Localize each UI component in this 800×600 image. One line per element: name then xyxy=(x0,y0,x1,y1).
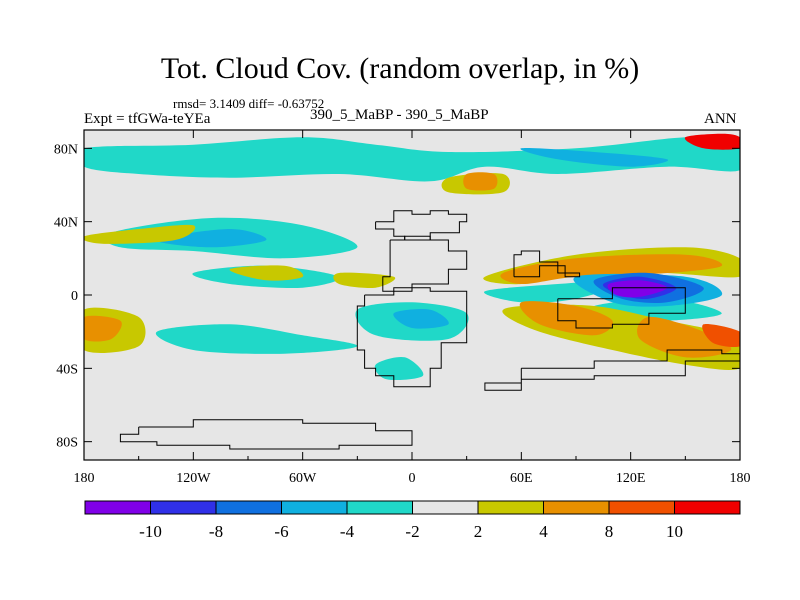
contour-region-12 xyxy=(229,265,304,281)
case-label: 390_5_MaBP - 390_5_MaBP xyxy=(310,107,489,123)
colorbar-box-2 xyxy=(215,500,282,515)
lon-tick-label: 180 xyxy=(74,471,95,486)
colorbar-box-7 xyxy=(543,500,610,515)
lat-tick-label: 40S xyxy=(56,362,78,377)
contour-region-8 xyxy=(374,356,424,381)
coastline-3 xyxy=(513,250,581,278)
colorbar: -10 -8 -6 -4 -2 2 4 8 10 xyxy=(84,500,741,541)
contour-region-21 xyxy=(519,301,614,336)
coastline-2 xyxy=(356,287,468,388)
contour-region-23 xyxy=(702,323,740,348)
colorbar-box-5 xyxy=(412,500,479,515)
coastline-0 xyxy=(375,210,468,241)
season-label: ANN xyxy=(704,111,737,127)
lat-tick-label: 40N xyxy=(54,216,78,231)
colorbar-label: 2 xyxy=(474,522,483,541)
colorbar-label: -10 xyxy=(139,522,162,541)
contour-region-7 xyxy=(393,309,449,329)
lon-tick-label: 120E xyxy=(616,471,646,486)
lat-tick-label: 80N xyxy=(54,142,78,157)
lon-tick-label: 60W xyxy=(289,471,317,486)
lon-tick-label: 180 xyxy=(730,471,751,486)
contour-region-3 xyxy=(156,229,267,248)
colorbar-box-4 xyxy=(346,500,413,515)
lon-tick-label: 0 xyxy=(409,471,416,486)
coastline-5 xyxy=(484,349,740,391)
colorbar-label: -4 xyxy=(340,522,355,541)
colorbar-box-9 xyxy=(674,500,741,515)
colorbar-box-1 xyxy=(150,500,217,515)
lon-tick-label: 120W xyxy=(176,471,211,486)
colorbar-label: -8 xyxy=(209,522,223,541)
colorbar-box-6 xyxy=(477,500,544,515)
coastline-4 xyxy=(557,287,686,329)
colorbar-label: -2 xyxy=(405,522,419,541)
map-title: Tot. Cloud Cov. (random overlap, in %) xyxy=(160,52,640,85)
colorbar-label: 8 xyxy=(605,522,614,541)
lat-tick-label: 80S xyxy=(56,436,78,451)
colorbar-box-3 xyxy=(281,500,348,515)
contour-region-20 xyxy=(84,315,122,342)
contour-region-5 xyxy=(155,324,358,354)
contour-region-1 xyxy=(520,148,669,167)
axis-ticks: 180 120W 60W 0 60E 120E 180 80N 40N 0 40S 80S xyxy=(54,130,751,486)
contour-region-22 xyxy=(637,316,732,358)
coastline-1 xyxy=(382,235,468,292)
contour-region-0 xyxy=(84,136,740,182)
experiment-label: Expt = tfGWa-teYEa xyxy=(84,111,211,127)
lon-tick-label: 60E xyxy=(510,471,533,486)
coastline-6 xyxy=(119,419,413,450)
colorbar-label: 4 xyxy=(539,522,548,541)
contour-region-28 xyxy=(607,280,668,298)
coastlines xyxy=(119,210,740,450)
contour-region-11 xyxy=(84,224,196,244)
lat-tick-label: 0 xyxy=(71,289,78,304)
rmsd-diff-stats: rmsd= 3.1409 diff= -0.63752 xyxy=(173,96,325,111)
contour-region-24 xyxy=(684,133,740,150)
contour-region-18 xyxy=(463,172,498,191)
colorbar-label: 10 xyxy=(666,522,683,541)
colorbar-box-8 xyxy=(608,500,675,515)
contour-region-13 xyxy=(333,272,396,289)
colorbar-label: -6 xyxy=(274,522,288,541)
colorbar-box-0 xyxy=(84,500,151,515)
